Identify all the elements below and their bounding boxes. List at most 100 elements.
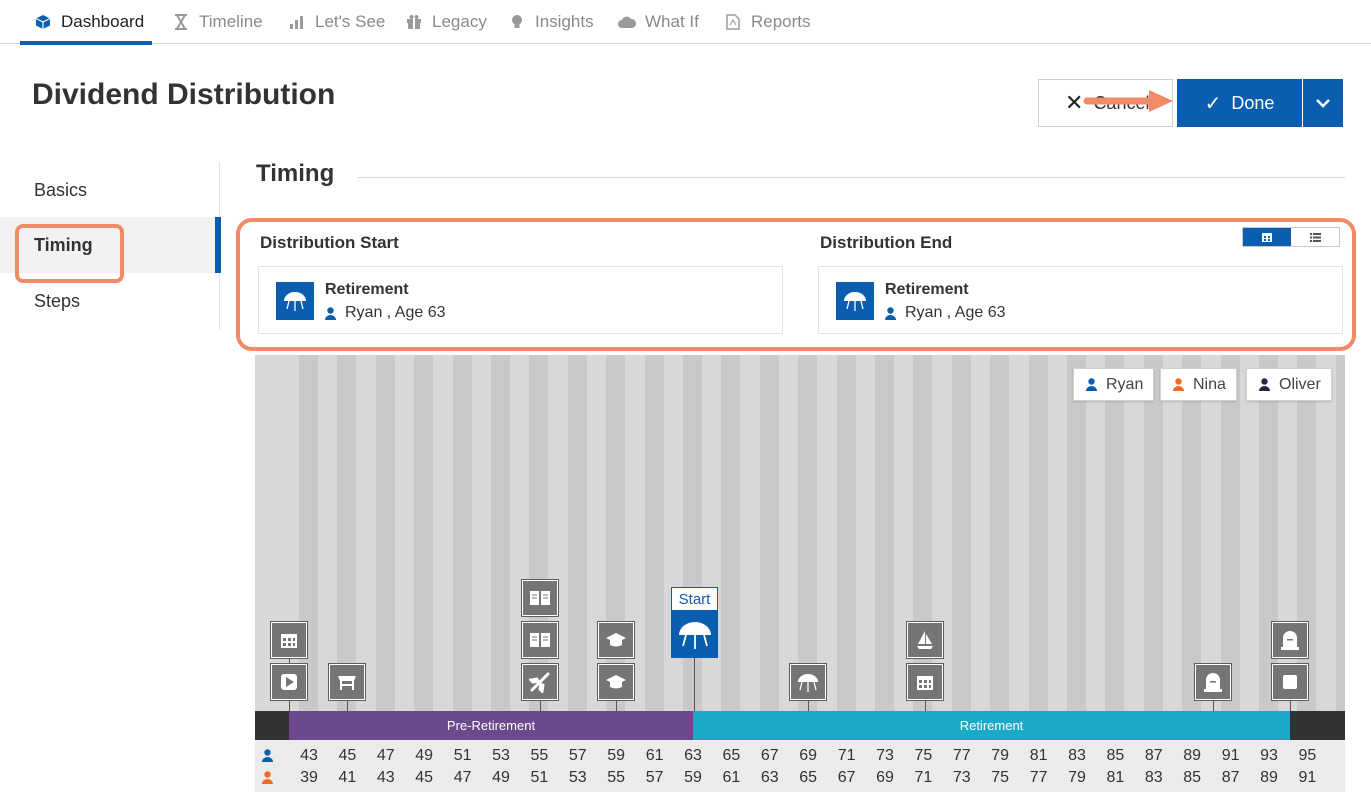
tab-dashboard-label: Dashboard bbox=[61, 11, 145, 31]
nina-age-label: 49 bbox=[492, 769, 510, 786]
timeline-stripe bbox=[759, 355, 779, 740]
step-basics[interactable]: Basics bbox=[34, 179, 88, 200]
section-divider bbox=[358, 177, 1345, 178]
calendar-event-icon[interactable] bbox=[270, 621, 308, 659]
nina-age-label: 75 bbox=[991, 769, 1010, 786]
distribution-start-card[interactable]: Retirement Ryan , Age 63 bbox=[258, 266, 783, 334]
event-stem bbox=[1213, 700, 1214, 711]
umbrella-icon[interactable] bbox=[671, 611, 718, 658]
timeline-stripe bbox=[337, 355, 357, 740]
airplane-event-icon[interactable] bbox=[521, 663, 559, 701]
ryan-age-label: 43 bbox=[300, 747, 318, 764]
person-filter-oliver[interactable]: Oliver bbox=[1246, 368, 1332, 401]
timeline-stripe bbox=[452, 355, 472, 740]
start-marker-label: Start bbox=[671, 587, 718, 611]
tab-insights[interactable]: Insights bbox=[508, 0, 594, 43]
person-filter-nina[interactable]: Nina bbox=[1160, 368, 1237, 401]
timeline-stripe bbox=[990, 355, 1010, 740]
tab-legacy[interactable]: Legacy bbox=[405, 0, 487, 43]
nina-age-label: 43 bbox=[376, 769, 395, 786]
ryan-age-label: 95 bbox=[1298, 747, 1317, 764]
distribution-highlight bbox=[236, 218, 1356, 351]
pdf-icon bbox=[724, 13, 742, 31]
ryan-age-label: 89 bbox=[1183, 747, 1202, 764]
nina-age-label: 39 bbox=[300, 769, 318, 786]
person-filter-nina-label: Nina bbox=[1193, 375, 1226, 393]
person-filter-ryan[interactable]: Ryan bbox=[1073, 368, 1155, 401]
tab-dashboard[interactable]: Dashboard bbox=[19, 0, 153, 45]
section-title: Timing bbox=[256, 160, 335, 187]
nina-age-label: 81 bbox=[1106, 769, 1125, 786]
nina-age-label: 63 bbox=[760, 769, 779, 786]
tab-what-if[interactable]: What If bbox=[618, 0, 699, 43]
done-dropdown-button[interactable] bbox=[1303, 79, 1343, 127]
umbrella-icon[interactable] bbox=[789, 663, 827, 701]
ryan-age-label: 49 bbox=[415, 747, 434, 764]
distribution-start-person: Ryan , Age 63 bbox=[325, 304, 446, 322]
timeline-bar-end bbox=[1290, 711, 1345, 740]
book-event-icon[interactable] bbox=[521, 579, 559, 617]
ryan-age-label: 93 bbox=[1260, 747, 1278, 764]
nina-age-label: 59 bbox=[684, 769, 702, 786]
ryan-age-label: 63 bbox=[684, 747, 702, 764]
play-event-icon[interactable] bbox=[270, 663, 308, 701]
timeline-stripe bbox=[1182, 355, 1202, 740]
done-button[interactable]: ✓ Done bbox=[1177, 79, 1302, 127]
timeline-bar-start bbox=[255, 711, 289, 740]
list-view-button[interactable] bbox=[1291, 228, 1339, 246]
ryan-age-label: 67 bbox=[760, 747, 779, 764]
timeline-stripe bbox=[567, 355, 587, 740]
book-event-icon[interactable] bbox=[521, 621, 559, 659]
calendar-event-icon[interactable] bbox=[906, 663, 944, 701]
tab-timeline[interactable]: Timeline bbox=[172, 0, 263, 43]
nina-age-label: 57 bbox=[645, 769, 664, 786]
ryan-age-label: 87 bbox=[1144, 747, 1163, 764]
nina-age-label: 61 bbox=[722, 769, 741, 786]
ryan-age-label: 91 bbox=[1221, 747, 1240, 764]
timeline-stripe bbox=[798, 355, 818, 740]
nina-age-label: 83 bbox=[1144, 769, 1163, 786]
gift-icon bbox=[405, 13, 423, 31]
event-stem bbox=[808, 700, 809, 711]
timeline-stripe bbox=[1028, 355, 1048, 740]
ryan-age-label: 69 bbox=[799, 747, 818, 764]
timeline-chart[interactable] bbox=[255, 355, 1345, 740]
ryan-age-label: 55 bbox=[530, 747, 549, 764]
nina-age-label: 79 bbox=[1068, 769, 1086, 786]
timeline-stripe bbox=[644, 355, 664, 740]
tombstone-icon[interactable] bbox=[1194, 663, 1232, 701]
nina-age-label: 87 bbox=[1221, 769, 1240, 786]
ryan-age-label: 45 bbox=[338, 747, 357, 764]
ryan-age-label: 57 bbox=[568, 747, 587, 764]
timeline-stripe bbox=[1220, 355, 1240, 740]
distribution-end-label: Distribution End bbox=[820, 233, 953, 252]
graduation-cap-icon[interactable] bbox=[597, 621, 635, 659]
event-stem bbox=[347, 700, 348, 711]
chevron-down-icon bbox=[1316, 99, 1330, 108]
ryan-age-label: 47 bbox=[376, 747, 395, 764]
sailboat-icon[interactable] bbox=[906, 621, 944, 659]
event-stem bbox=[616, 700, 617, 711]
stall-event-icon[interactable] bbox=[328, 663, 366, 701]
calendar-view-button[interactable] bbox=[1243, 228, 1291, 246]
phase-pre-retirement[interactable]: Pre-Retirement bbox=[289, 711, 693, 740]
tombstone-icon[interactable] bbox=[1271, 621, 1309, 659]
person-icon bbox=[885, 306, 896, 320]
ryan-age-label: 51 bbox=[453, 747, 472, 764]
stop-event-icon[interactable] bbox=[1271, 663, 1309, 701]
tab-lets-see[interactable]: Let's See bbox=[288, 0, 385, 43]
lightbulb-icon bbox=[508, 13, 526, 31]
nina-age-label: 45 bbox=[415, 769, 434, 786]
phase-retirement[interactable]: Retirement bbox=[693, 711, 1290, 740]
timeline-stripe bbox=[683, 355, 702, 740]
distribution-end-card[interactable]: Retirement Ryan , Age 63 bbox=[818, 266, 1343, 334]
step-steps[interactable]: Steps bbox=[34, 290, 81, 311]
ryan-age-label: 81 bbox=[1029, 747, 1048, 764]
ryan-age-label: 61 bbox=[645, 747, 664, 764]
tab-reports[interactable]: Reports bbox=[724, 0, 811, 43]
nina-age-label: 91 bbox=[1298, 769, 1317, 786]
nina-age-label: 69 bbox=[876, 769, 894, 786]
nina-age-label: 41 bbox=[338, 769, 357, 786]
graduation-cap-icon[interactable] bbox=[597, 663, 635, 701]
person-icon bbox=[1259, 378, 1270, 391]
